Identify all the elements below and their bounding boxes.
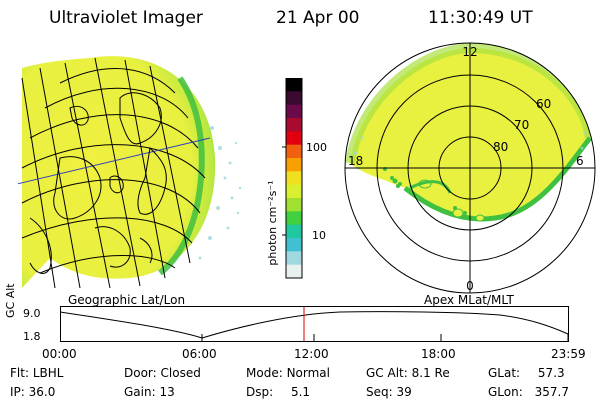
colorbar-segment (286, 158, 302, 172)
gain-field: Gain: 13 (124, 385, 175, 399)
door-field: Door: Closed (124, 366, 201, 380)
dsp-field: Dsp: 5.1 (246, 385, 311, 399)
colorbar-segment (286, 118, 302, 132)
ip-field: IP: 36.0 (10, 385, 56, 399)
colorbar-segment (286, 144, 302, 159)
colorbar-segment (286, 211, 302, 226)
xtick-0000: 00:00 (42, 347, 77, 361)
ytick-9: 9.0 (23, 307, 41, 320)
colorbar-segment (286, 198, 302, 212)
mlt-label-6: 6 (576, 154, 584, 168)
colorbar-tick-10: 10 (312, 229, 326, 242)
colorbar-segment (286, 184, 302, 199)
geographic-label: Geographic Lat/Lon (68, 293, 186, 307)
instrument-title: Ultraviolet Imager (49, 8, 203, 28)
time-label: 11:30:49 UT (428, 8, 533, 28)
lat-label-80: 80 (493, 140, 508, 154)
colorbar-segment (286, 131, 302, 146)
colorbar-segment (286, 224, 302, 239)
colorbar-unit-label: photon cm⁻²s⁻¹ (266, 180, 279, 265)
mlt-label-12: 12 (462, 45, 477, 59)
colorbar-segment (286, 251, 302, 266)
date-label: 21 Apr 00 (276, 8, 360, 28)
seq-field: Seq: 39 (366, 385, 412, 399)
colorbar-segment (286, 238, 302, 252)
colorbar-segment (286, 91, 302, 106)
altitude-plot (60, 306, 569, 342)
mlt-label-0: 0 (466, 279, 474, 293)
xtick-2359: 23:59 (551, 347, 586, 361)
colorbar: photon cm⁻²s⁻¹ (266, 78, 303, 279)
mlt-label-18: 18 (348, 154, 363, 168)
colorbar-segment (286, 104, 302, 119)
glat-field: GLat: 57.3 (488, 366, 565, 380)
colorbar-tick-100: 100 (306, 141, 327, 154)
lat-label-70: 70 (514, 118, 529, 132)
colorbar-segment (286, 171, 302, 186)
gc-alt-field: GC Alt: 8.1 Re (366, 366, 450, 380)
disk-glow (22, 56, 216, 288)
lat-label-60: 60 (536, 97, 551, 111)
ytick-1-8: 1.8 (23, 330, 41, 343)
geographic-map (18, 56, 242, 288)
colorbar-segment (286, 78, 302, 92)
gc-alt-ylabel: GC Alt (4, 283, 17, 318)
colorbar-segment (286, 264, 302, 279)
xtick-1800: 18:00 (421, 347, 456, 361)
polar-map: 12 0 18 6 60 70 80 (344, 42, 596, 294)
flt-field: Flt: LBHL (10, 366, 64, 380)
xtick-0600: 06:00 (182, 347, 217, 361)
xtick-1200: 12:00 (294, 347, 329, 361)
apex-label: Apex MLat/MLT (424, 293, 514, 307)
mode-field: Mode: Normal (246, 366, 330, 380)
glon-field: GLon: 357.7 (488, 385, 569, 399)
